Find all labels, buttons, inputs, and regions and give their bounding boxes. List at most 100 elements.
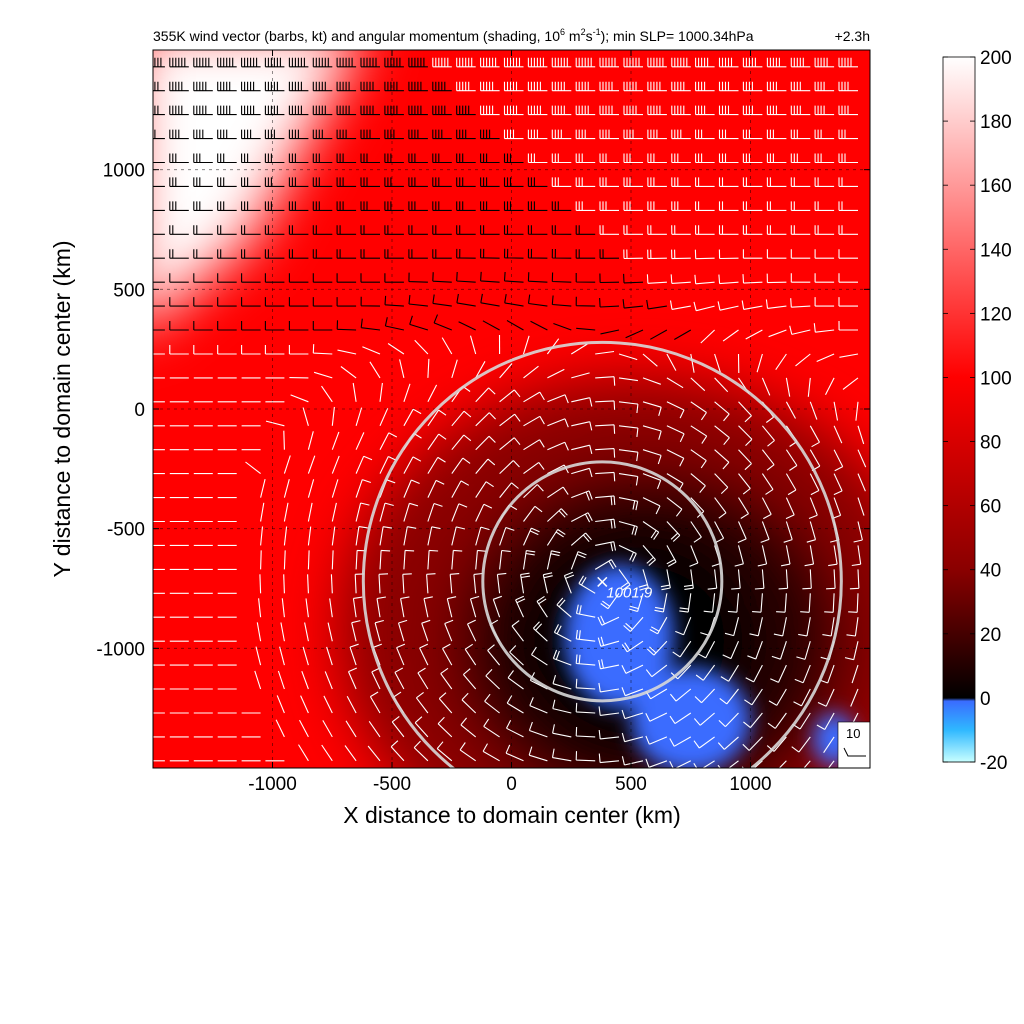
wind-barb bbox=[475, 361, 486, 379]
wind-barb bbox=[838, 249, 858, 259]
wind-barb bbox=[645, 735, 668, 745]
wind-barb bbox=[595, 424, 616, 434]
wind-barb bbox=[714, 401, 730, 422]
wind-barb bbox=[556, 597, 572, 618]
wind-barb bbox=[731, 569, 741, 590]
wind-barb bbox=[396, 643, 406, 666]
wind-barb bbox=[780, 545, 791, 567]
wind-barb bbox=[720, 664, 739, 682]
wind-barb bbox=[360, 296, 381, 307]
wind-barb bbox=[451, 503, 468, 522]
wind-barb bbox=[742, 81, 763, 92]
wind-barb bbox=[480, 201, 500, 211]
wind-barb bbox=[288, 153, 309, 164]
wind-barb bbox=[807, 377, 811, 397]
wind-barb bbox=[480, 293, 500, 307]
wind-barb bbox=[642, 425, 662, 440]
wind-barb bbox=[379, 526, 393, 546]
wind-barb bbox=[153, 329, 165, 331]
wind-barb bbox=[838, 129, 858, 140]
wind-barb bbox=[647, 81, 667, 92]
wind-barb bbox=[217, 105, 237, 116]
wind-barb bbox=[193, 153, 213, 164]
wind-barb bbox=[671, 177, 691, 187]
wind-barb bbox=[697, 640, 716, 659]
wind-barb bbox=[301, 671, 309, 690]
wind-barb bbox=[475, 458, 496, 474]
wind-barb bbox=[642, 401, 662, 416]
wind-barb bbox=[833, 425, 843, 444]
wind-barb bbox=[442, 643, 453, 666]
wind-barb bbox=[312, 105, 333, 116]
wind-barb bbox=[432, 272, 452, 283]
wind-barb bbox=[264, 225, 285, 235]
wind-barb bbox=[527, 129, 548, 140]
wind-barb bbox=[647, 153, 667, 164]
wind-barb bbox=[403, 479, 420, 498]
wind-barb bbox=[480, 105, 500, 116]
wind-barb bbox=[536, 595, 548, 618]
wind-barb bbox=[742, 201, 763, 211]
wind-barb bbox=[761, 473, 774, 495]
wind-barb bbox=[456, 248, 476, 259]
wind-barb bbox=[456, 105, 476, 116]
wind-barb bbox=[360, 318, 381, 331]
wind-barb bbox=[169, 57, 189, 68]
wind-barb bbox=[816, 712, 835, 730]
wind-barb bbox=[671, 81, 691, 92]
wind-barb bbox=[283, 430, 285, 450]
wind-barb bbox=[260, 478, 266, 498]
wind-barb bbox=[618, 544, 637, 562]
wind-barb bbox=[570, 551, 587, 570]
wind-barb bbox=[618, 425, 639, 437]
wind-barb bbox=[290, 394, 309, 403]
wind-barb bbox=[766, 249, 787, 259]
wind-barb bbox=[480, 248, 500, 259]
wind-barb bbox=[551, 248, 572, 259]
wind-barb bbox=[646, 274, 667, 284]
x-tick-label: -1000 bbox=[248, 774, 297, 795]
wind-barb bbox=[838, 57, 858, 68]
wind-barb bbox=[260, 550, 262, 570]
wind-barb bbox=[814, 129, 835, 140]
wind-barb bbox=[241, 177, 261, 187]
wind-barb bbox=[575, 629, 596, 642]
wind-barb bbox=[169, 249, 189, 259]
wind-barb bbox=[264, 273, 285, 283]
wind-barb bbox=[280, 622, 285, 642]
wind-barb bbox=[623, 201, 643, 211]
wind-barb bbox=[360, 249, 380, 259]
wind-barb bbox=[547, 394, 569, 404]
wind-barb bbox=[642, 449, 662, 465]
min-pressure-label: 1001.9 bbox=[606, 584, 653, 601]
wind-barb bbox=[288, 345, 309, 355]
wind-barb bbox=[650, 329, 668, 340]
wind-barb bbox=[264, 249, 285, 259]
wind-barb bbox=[563, 571, 575, 594]
wind-barb bbox=[527, 57, 548, 68]
wind-barb bbox=[761, 497, 772, 520]
wind-barb bbox=[785, 497, 795, 520]
wind-barb bbox=[264, 345, 285, 355]
wind-barb bbox=[595, 471, 616, 482]
wind-barb bbox=[384, 249, 404, 259]
wind-barb bbox=[480, 225, 500, 235]
wind-barb bbox=[621, 640, 644, 653]
wind-barb bbox=[456, 129, 476, 140]
wind-barb bbox=[153, 129, 165, 140]
wind-barb bbox=[298, 744, 309, 762]
wind-barb bbox=[217, 57, 237, 68]
wind-barb bbox=[718, 105, 739, 116]
wind-barb bbox=[384, 81, 404, 92]
wind-barb bbox=[666, 497, 683, 517]
wind-barb bbox=[499, 460, 520, 474]
wind-barb bbox=[384, 57, 404, 68]
wind-barb bbox=[551, 748, 572, 762]
wind-barb bbox=[336, 81, 357, 92]
wind-barb bbox=[823, 736, 835, 754]
wind-barb bbox=[440, 667, 453, 690]
wind-barb bbox=[766, 177, 787, 187]
wind-barb bbox=[790, 298, 811, 308]
wind-barb bbox=[451, 526, 466, 546]
wind-barb bbox=[169, 345, 189, 355]
